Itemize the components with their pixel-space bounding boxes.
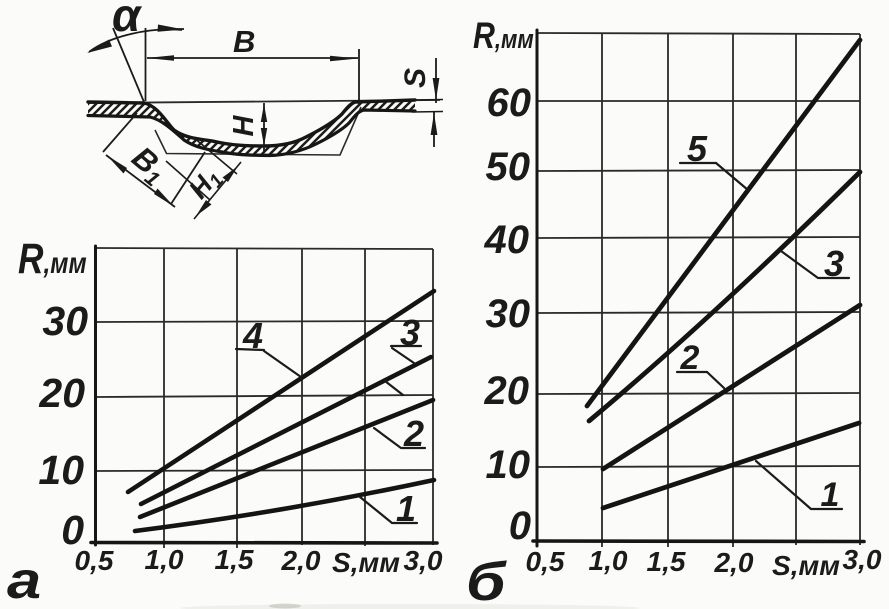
svg-text:20: 20 (484, 369, 530, 413)
svg-text:3,0: 3,0 (843, 544, 882, 575)
svg-text:30: 30 (486, 292, 531, 336)
svg-text:1,0: 1,0 (145, 544, 184, 575)
svg-text:S,мм: S,мм (332, 547, 400, 578)
svg-text:40: 40 (484, 218, 530, 262)
svg-text:0,5: 0,5 (526, 546, 565, 577)
svg-text:10: 10 (486, 443, 531, 487)
svg-text:2: 2 (680, 339, 700, 377)
svg-text:б: б (466, 552, 507, 609)
svg-text:5: 5 (687, 128, 708, 169)
svg-text:1: 1 (821, 476, 840, 514)
svg-text:50: 50 (486, 145, 531, 189)
svg-text:2,0: 2,0 (714, 547, 754, 578)
svg-text:1,0: 1,0 (589, 545, 628, 576)
svg-text:20: 20 (38, 370, 85, 416)
svg-text:S,мм: S,мм (772, 550, 840, 581)
svg-text:2,0: 2,0 (281, 545, 321, 576)
svg-text:0: 0 (61, 507, 84, 553)
svg-text:R,мм: R,мм (473, 15, 534, 57)
svg-text:H1: H1 (183, 162, 228, 207)
svg-text:60: 60 (487, 81, 532, 125)
svg-text:1: 1 (396, 488, 416, 529)
svg-text:2: 2 (403, 413, 424, 454)
svg-text:B: B (233, 24, 255, 59)
svg-text:3,0: 3,0 (404, 545, 443, 576)
svg-text:0,5: 0,5 (75, 545, 114, 576)
svg-text:R,мм: R,мм (18, 235, 87, 283)
svg-text:S: S (399, 68, 432, 88)
svg-text:1,5: 1,5 (647, 546, 686, 577)
svg-text:B1: B1 (123, 140, 174, 192)
svg-text:3: 3 (400, 312, 420, 353)
svg-text:10: 10 (38, 447, 84, 493)
svg-text:4: 4 (242, 315, 263, 356)
svg-text:30: 30 (42, 298, 88, 344)
svg-text:1,5: 1,5 (215, 544, 254, 575)
svg-text:H: H (228, 114, 260, 136)
svg-text:а: а (7, 552, 41, 609)
svg-text:3: 3 (824, 243, 844, 284)
svg-text:0: 0 (509, 504, 531, 548)
svg-text:α: α (112, 0, 143, 41)
